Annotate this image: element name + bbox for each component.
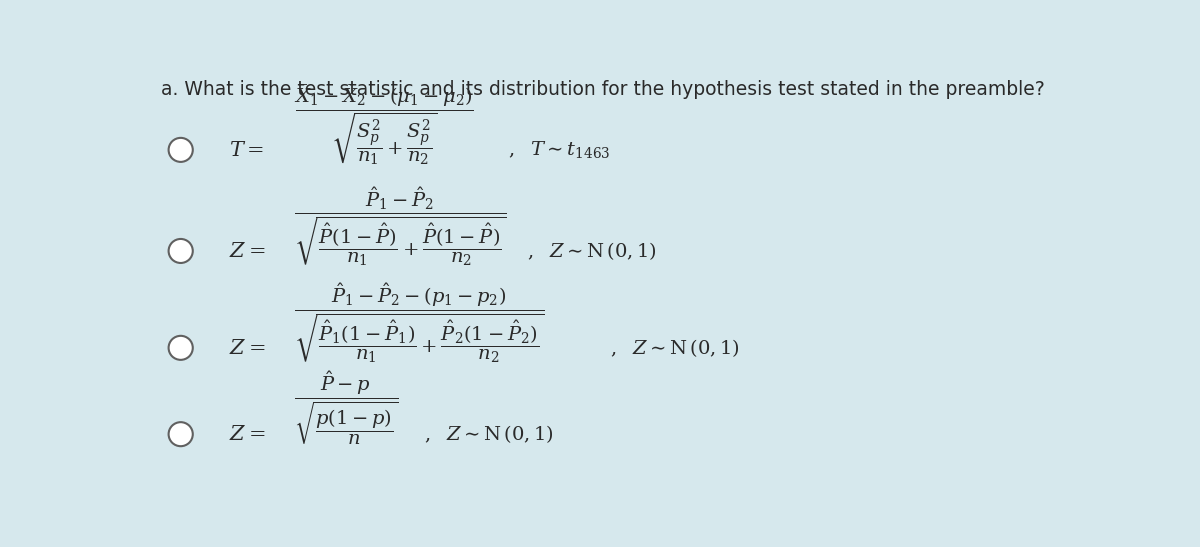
- Text: $,\ \ T \sim t_{1463}$: $,\ \ T \sim t_{1463}$: [508, 139, 611, 160]
- Text: a. What is the test statistic and its distribution for the hypothesis test state: a. What is the test statistic and its di…: [161, 80, 1045, 100]
- Ellipse shape: [168, 138, 193, 162]
- Text: $,\ \ Z \sim \mathrm{N}\,(0, 1)$: $,\ \ Z \sim \mathrm{N}\,(0, 1)$: [425, 423, 554, 445]
- Ellipse shape: [168, 422, 193, 446]
- Ellipse shape: [168, 239, 193, 263]
- Text: $,\ \ Z \sim \mathrm{N}\,(0, 1)$: $,\ \ Z \sim \mathrm{N}\,(0, 1)$: [611, 337, 740, 359]
- Text: $Z = $: $Z = $: [229, 338, 265, 358]
- Text: $T = $: $T = $: [229, 140, 264, 160]
- Text: $\dfrac{\hat{P} - p}{\sqrt{\dfrac{p(1-p)}{n}}}$: $\dfrac{\hat{P} - p}{\sqrt{\dfrac{p(1-p)…: [294, 369, 398, 447]
- Text: $\dfrac{\hat{P}_1 - \hat{P}_2 - (p_1 - p_2)}{\sqrt{\dfrac{\hat{P}_1(1-\hat{P}_1): $\dfrac{\hat{P}_1 - \hat{P}_2 - (p_1 - p…: [294, 281, 544, 365]
- Text: $Z = $: $Z = $: [229, 241, 265, 261]
- Text: $\dfrac{\bar{X}_1 - \bar{X}_2 - (\mu_1 - \mu_2)}{\sqrt{\dfrac{S_p^2}{n_1} + \dfr: $\dfrac{\bar{X}_1 - \bar{X}_2 - (\mu_1 -…: [294, 84, 474, 167]
- Text: $Z = $: $Z = $: [229, 424, 265, 444]
- Text: $,\ \ Z \sim \mathrm{N}\,(0, 1)$: $,\ \ Z \sim \mathrm{N}\,(0, 1)$: [527, 240, 656, 262]
- Ellipse shape: [168, 336, 193, 360]
- Text: $\dfrac{\hat{P}_1 - \hat{P}_2}{\sqrt{\dfrac{\hat{P}(1-\hat{P})}{n_1} + \dfrac{\h: $\dfrac{\hat{P}_1 - \hat{P}_2}{\sqrt{\df…: [294, 185, 506, 268]
